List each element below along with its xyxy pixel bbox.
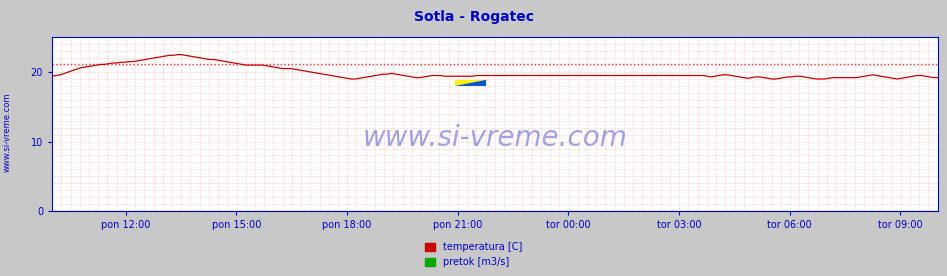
Polygon shape: [455, 80, 486, 86]
Text: www.si-vreme.com: www.si-vreme.com: [3, 93, 12, 172]
Text: www.si-vreme.com: www.si-vreme.com: [363, 124, 627, 152]
Text: Sotla - Rogatec: Sotla - Rogatec: [414, 10, 533, 24]
Legend: temperatura [C], pretok [m3/s]: temperatura [C], pretok [m3/s]: [421, 238, 526, 271]
Polygon shape: [455, 80, 486, 86]
